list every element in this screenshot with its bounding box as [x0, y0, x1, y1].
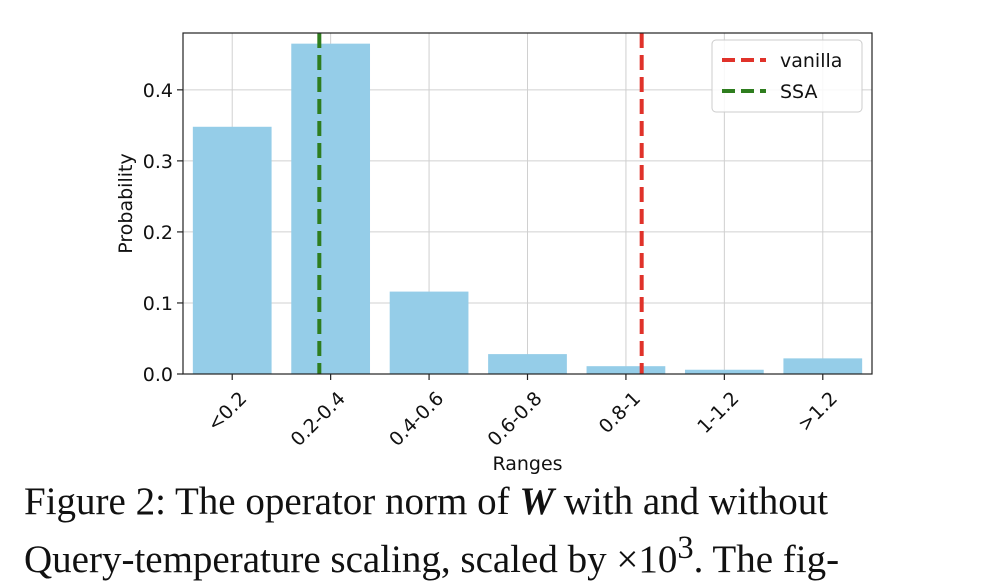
y-axis-ticks: 0.0 0.1 0.2 0.3 0.4 [143, 80, 183, 386]
x-tick-label: <0.2 [203, 388, 251, 436]
caption-line2-suffix: . The fig- [693, 538, 840, 581]
y-tick-label: 0.2 [143, 222, 173, 244]
x-tick-label: 0.8-1 [595, 388, 645, 438]
caption-line-1: Figure 2: The operator norm of W with an… [24, 478, 984, 525]
bar [389, 291, 469, 374]
bar [783, 358, 863, 374]
y-tick-label: 0.1 [143, 293, 173, 315]
x-tick-label: >1.2 [794, 388, 842, 436]
bar [586, 366, 666, 374]
legend-label-ssa: SSA [780, 81, 817, 103]
bar [192, 126, 272, 375]
x-tick-label: 0.6-0.8 [484, 388, 547, 451]
legend: vanilla SSA [711, 39, 863, 113]
x-axis-label: Ranges [492, 453, 562, 475]
caption-line1-suffix: with and without [563, 480, 829, 523]
x-tick-label: 1-1.2 [693, 388, 743, 438]
bar [684, 369, 764, 374]
y-tick-label: 0.4 [143, 80, 173, 102]
bar-chart: 0.0 0.1 0.2 0.3 0.4 <0.2 0.2-0.4 0.4-0.6 0.6-0.… [115, 32, 873, 475]
x-axis-ticks: <0.2 0.2-0.4 0.4-0.6 0.6-0.8 0.8-1 1-1.2 >1.2 [203, 374, 842, 451]
caption-symbol: W [519, 480, 555, 523]
caption-line-2: Query-temperature scaling, scaled by ×10… [24, 525, 984, 583]
caption-exponent: 3 [677, 530, 694, 566]
caption-line2-prefix: Query-temperature scaling, scaled by ×10 [24, 538, 678, 581]
caption-line1-prefix: Figure 2: The operator norm of [24, 480, 510, 523]
bar [291, 43, 371, 374]
reference-lines [317, 33, 644, 374]
y-axis-label: Probability [115, 153, 137, 253]
legend-label-vanilla: vanilla [780, 50, 842, 72]
y-tick-label: 0.0 [143, 364, 173, 386]
bar [488, 354, 567, 374]
figure-caption: Figure 2: The operator norm of W with an… [24, 478, 984, 583]
y-tick-label: 0.3 [143, 151, 173, 173]
x-tick-label: 0.4-0.6 [385, 388, 448, 451]
x-tick-label: 0.2-0.4 [287, 388, 350, 451]
bars [192, 43, 863, 375]
